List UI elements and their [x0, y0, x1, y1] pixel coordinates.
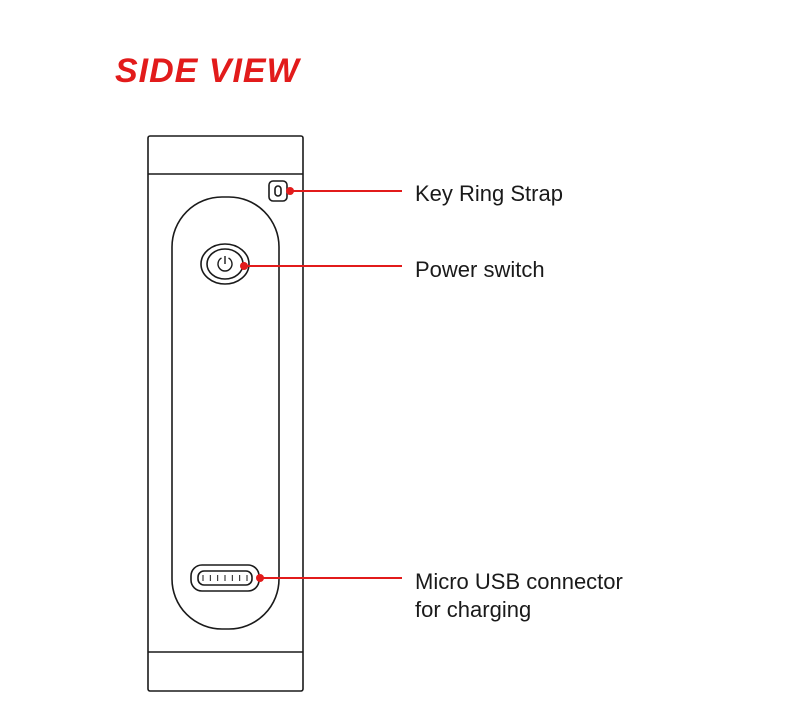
side-view-diagram: [0, 0, 800, 719]
label-micro-usb-connector: Micro USB connector for charging: [415, 568, 623, 623]
label-power-switch: Power switch: [415, 256, 545, 284]
label-key-ring-strap: Key Ring Strap: [415, 180, 563, 208]
